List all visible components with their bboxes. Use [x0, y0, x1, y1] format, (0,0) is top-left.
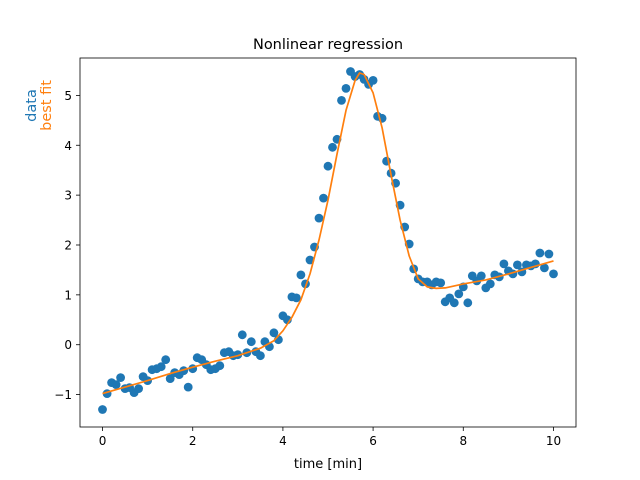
x-axis-ticks: 0 2 4 6 8 10 — [99, 427, 561, 448]
data-point — [337, 96, 346, 105]
best-fit-line — [102, 72, 554, 395]
data-point — [269, 328, 279, 338]
data-point — [111, 380, 121, 389]
x-tick-label: 8 — [459, 434, 467, 448]
data-point — [156, 362, 166, 372]
data-point — [296, 270, 306, 280]
data-point — [436, 278, 446, 288]
data-point — [237, 330, 247, 340]
x-tick-label: 6 — [369, 434, 377, 448]
data-point — [449, 298, 459, 308]
data-point — [544, 249, 554, 259]
data-point — [305, 255, 315, 265]
y-tick-label: 1 — [64, 288, 72, 302]
data-point — [256, 351, 265, 361]
data-point — [341, 84, 351, 93]
data-point — [98, 405, 107, 414]
data-point — [292, 293, 301, 303]
svg-text:databest fit: databest fit — [24, 80, 55, 131]
x-tick-label: 10 — [546, 434, 561, 448]
data-point — [476, 271, 486, 281]
data-point — [183, 382, 193, 392]
y-axis-ticks: −1 0 1 2 3 4 5 — [54, 89, 80, 402]
data-point — [513, 260, 522, 270]
data-point — [540, 263, 549, 273]
x-tick-label: 2 — [189, 434, 197, 448]
x-axis-label: time [min] — [294, 457, 362, 472]
data-point — [134, 384, 144, 393]
axes-frame — [79, 57, 577, 428]
data-point — [215, 361, 225, 371]
data-point — [323, 161, 333, 171]
data-point — [165, 374, 175, 383]
data-point — [454, 289, 464, 299]
y-axis-label-part: data — [24, 89, 40, 122]
chart-title: Nonlinear regression — [253, 37, 403, 53]
y-tick-label: 0 — [64, 338, 72, 352]
data-point — [485, 279, 495, 289]
x-tick-label: 0 — [99, 434, 107, 448]
data-point — [246, 337, 256, 347]
y-tick-label: −1 — [54, 388, 72, 402]
data-point — [116, 373, 125, 382]
data-point — [161, 355, 171, 365]
y-tick-label: 3 — [64, 189, 72, 203]
data-point — [319, 193, 328, 203]
plot-area — [98, 67, 558, 414]
y-axis-label: databest fit — [24, 80, 55, 131]
y-tick-label: 2 — [64, 238, 72, 252]
data-point — [368, 76, 378, 85]
data-point — [328, 142, 337, 152]
y-axis-label-part: best fit — [39, 80, 55, 131]
y-tick-label: 4 — [64, 139, 72, 153]
data-point — [463, 298, 473, 308]
data-point — [535, 248, 545, 258]
y-tick-label: 5 — [64, 89, 72, 103]
data-point — [549, 269, 558, 279]
data-point — [314, 213, 324, 223]
data-point — [499, 259, 509, 269]
x-tick-label: 4 — [279, 434, 287, 448]
